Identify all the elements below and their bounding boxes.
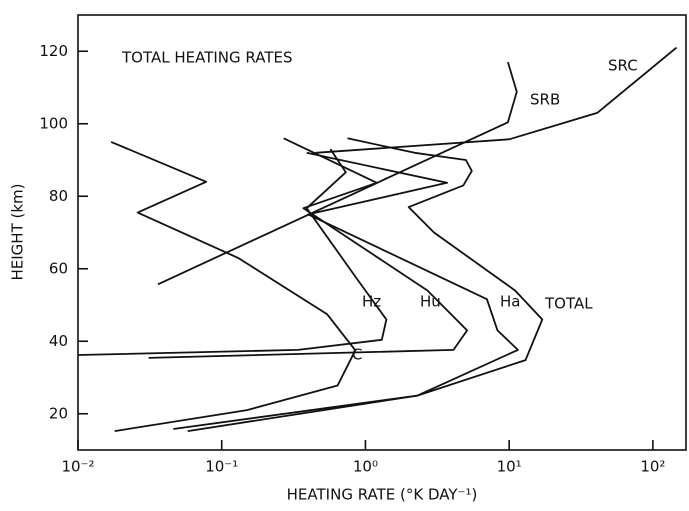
chart-title: TOTAL HEATING RATES [121,49,292,67]
x-tick-label: 10⁻¹ [205,458,238,476]
y-tick-label: 60 [49,259,68,277]
series-label: C [352,346,362,364]
y-axis-label: HEIGHT (km) [9,183,27,280]
y-tick-label: 120 [39,42,68,60]
curve [173,151,519,430]
curve [110,141,357,432]
x-tick-label: 10⁻² [61,458,94,476]
series-label: TOTAL [544,295,593,313]
y-tick-label: 80 [49,187,68,205]
x-tick-label: 10⁰ [353,458,378,476]
curve [148,137,468,359]
curve [187,137,544,432]
series-label: Hz [362,293,381,311]
curve [157,61,518,286]
y-tick-label: 20 [49,404,68,422]
series-label: SRC [608,57,638,75]
series-label: SRB [530,91,560,109]
series-label: Ha [500,293,520,311]
series-label: Hu [420,293,441,311]
x-tick-label: 10² [640,458,665,476]
y-tick-label: 40 [49,332,68,350]
y-tick-label: 100 [39,114,68,132]
x-axis-label: HEATING RATE (°K DAY⁻¹) [287,486,478,504]
curve [77,148,388,356]
x-tick-label: 10¹ [497,458,522,476]
curve [315,46,678,154]
plot-frame [77,14,687,451]
